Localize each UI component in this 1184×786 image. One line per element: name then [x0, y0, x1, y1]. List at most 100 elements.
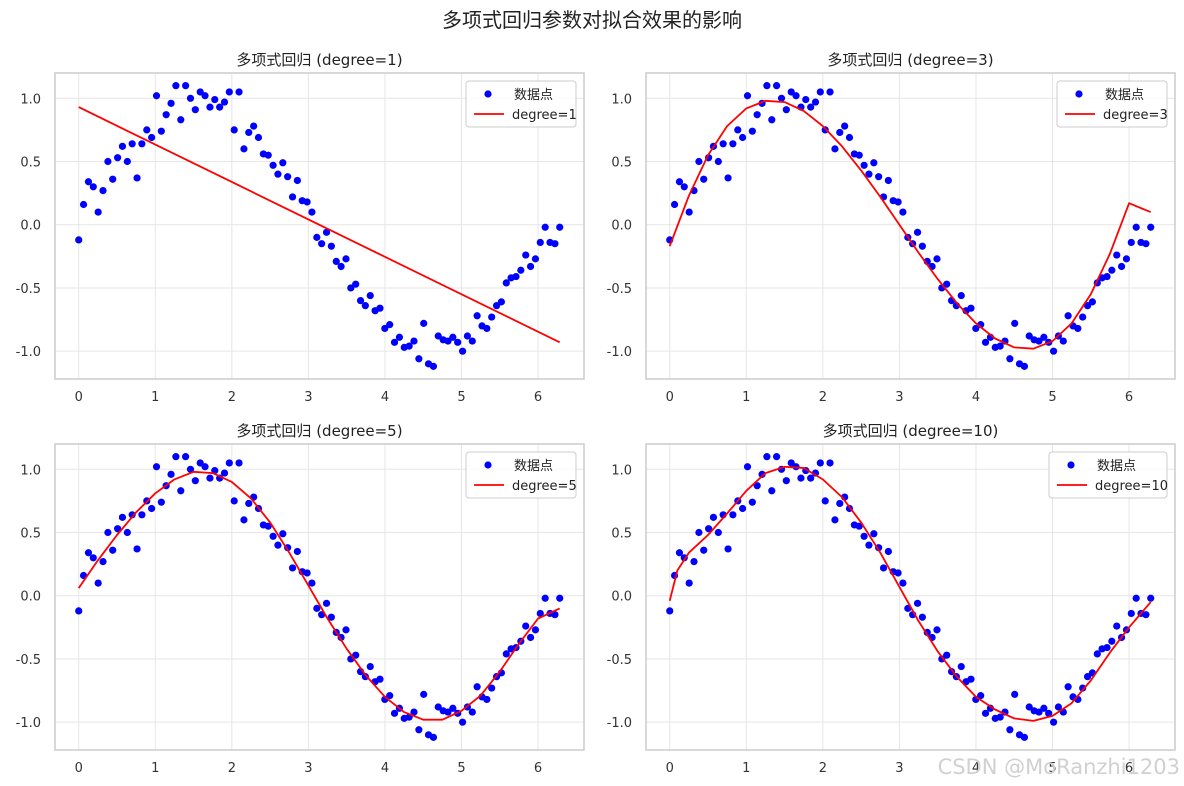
data-point	[488, 684, 496, 692]
data-point	[855, 522, 863, 530]
data-point	[836, 499, 844, 508]
data-point	[322, 599, 331, 607]
data-point	[250, 122, 258, 130]
data-point	[361, 302, 369, 310]
data-point	[434, 703, 442, 711]
x-tick-label: 1	[151, 761, 159, 776]
legend-marker-points	[1067, 461, 1075, 469]
data-point	[1108, 637, 1116, 645]
data-point	[449, 333, 457, 341]
data-point	[734, 126, 742, 134]
data-point	[996, 713, 1004, 721]
data-point	[700, 546, 708, 554]
data-point	[138, 140, 146, 148]
data-point	[366, 662, 374, 671]
data-point	[386, 321, 394, 329]
data-point	[420, 319, 428, 327]
data-point	[884, 547, 892, 556]
data-point	[1006, 355, 1014, 363]
data-point	[782, 106, 790, 114]
data-point	[695, 528, 703, 537]
x-tick-label: 6	[534, 390, 542, 405]
data-point	[899, 579, 907, 587]
data-point	[556, 594, 564, 602]
subplot-4: 多项式回归 (degree=10) 0 1 2 3 4 5 6 -1.0 -0.5 0.0 0.5 1.…	[607, 422, 1176, 776]
data-point	[182, 453, 190, 461]
data-point	[748, 498, 756, 506]
data-point	[284, 173, 292, 181]
data-point	[826, 459, 834, 467]
data-point	[182, 82, 190, 90]
data-point	[376, 304, 384, 312]
data-point	[293, 547, 301, 556]
data-point	[739, 504, 747, 513]
data-point	[748, 127, 756, 135]
legend-label-points: 数据点	[1105, 88, 1144, 103]
data-point	[541, 594, 549, 602]
data-point	[366, 291, 374, 300]
legend: 数据点 degree=10	[1048, 451, 1168, 499]
data-point	[1093, 650, 1101, 658]
data-point	[220, 98, 229, 106]
x-tick-label: 5	[1048, 761, 1056, 776]
x-tick-label: 3	[895, 761, 903, 776]
data-point	[89, 183, 97, 191]
data-point	[526, 633, 535, 642]
data-point	[777, 94, 786, 102]
data-point	[337, 262, 345, 271]
data-point	[148, 504, 156, 513]
data-point	[522, 622, 530, 630]
x-tick-label: 0	[75, 390, 83, 405]
data-point	[556, 223, 564, 231]
x-tick-label: 3	[304, 390, 312, 405]
data-point	[138, 511, 146, 519]
data-point	[1147, 594, 1155, 602]
y-tick-label: -1.0	[16, 345, 41, 360]
legend-box	[465, 451, 577, 499]
data-point	[739, 133, 747, 142]
data-point	[957, 291, 965, 300]
y-tick-label: 0.0	[20, 590, 41, 605]
data-point	[551, 611, 559, 619]
data-point	[1079, 684, 1087, 692]
data-point	[468, 337, 476, 345]
y-tick-label: 0.5	[20, 527, 41, 542]
data-point	[196, 459, 204, 467]
data-point	[1132, 594, 1140, 602]
legend-label-points: 数据点	[1097, 459, 1136, 474]
data-point	[845, 133, 854, 142]
data-point	[240, 145, 248, 153]
data-point	[522, 251, 530, 259]
data-point	[186, 94, 195, 102]
legend-label-fit: degree=3	[1103, 108, 1168, 123]
fit-line	[77, 470, 561, 721]
data-point	[376, 675, 384, 683]
data-point	[879, 564, 888, 572]
x-tick-label: 2	[819, 761, 827, 776]
scatter-series	[75, 82, 564, 370]
x-tick-label: 6	[534, 761, 542, 776]
data-point	[1074, 324, 1082, 333]
data-point	[434, 332, 442, 340]
y-tick-label: 0.5	[611, 527, 632, 542]
data-point	[492, 302, 501, 310]
data-point	[1011, 690, 1019, 698]
x-tick-label: 6	[1125, 390, 1133, 405]
data-point	[410, 708, 418, 716]
data-point	[254, 133, 263, 142]
data-point	[1059, 337, 1067, 345]
x-tick-label: 4	[381, 761, 389, 776]
subplot-title: 多项式回归 (degree=5)	[236, 422, 402, 440]
data-point	[157, 127, 165, 135]
subplot-title: 多项式回归 (degree=10)	[823, 422, 999, 440]
data-point	[1064, 312, 1072, 320]
fit-line	[78, 106, 561, 344]
legend-label-points: 数据点	[514, 88, 553, 103]
data-point	[152, 92, 161, 100]
data-point	[1025, 332, 1033, 340]
figure-title: 多项式回归参数对拟合效果的影响	[442, 8, 742, 32]
subplot-title: 多项式回归 (degree=1)	[236, 51, 402, 69]
legend: 数据点 degree=3	[1056, 80, 1168, 128]
data-point	[114, 154, 122, 162]
data-point	[870, 530, 878, 538]
